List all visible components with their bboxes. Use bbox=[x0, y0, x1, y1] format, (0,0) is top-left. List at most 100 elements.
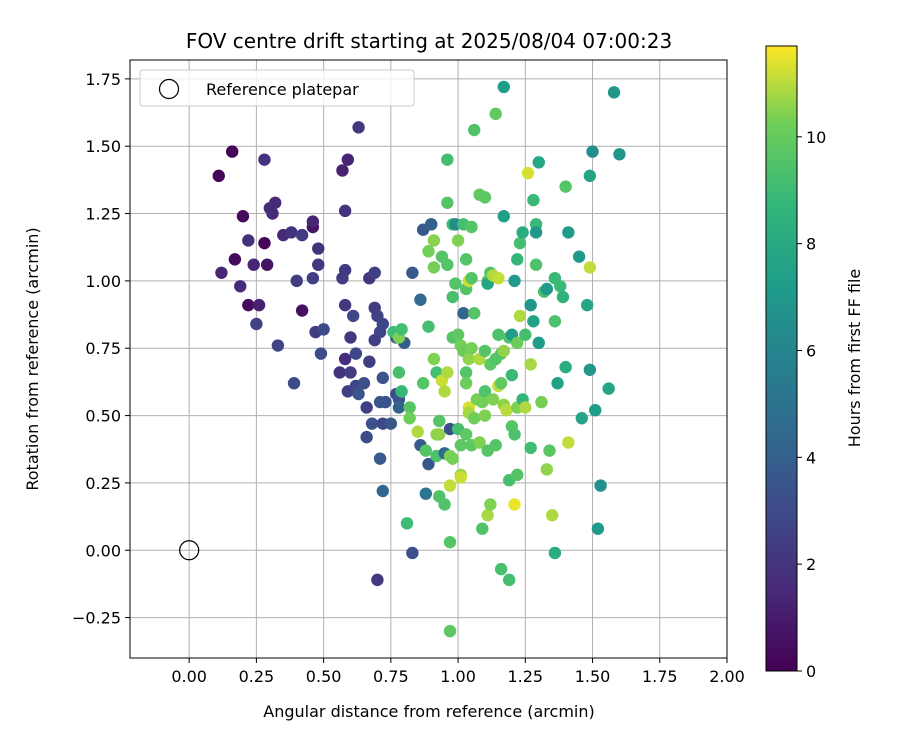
y-axis-label: Rotation from reference (arcmin) bbox=[23, 227, 42, 490]
data-point bbox=[468, 412, 481, 425]
y-axis-ticks: −0.25 0.00 0.25 0.50 0.75 1.00 1.25 1.50 1.75 bbox=[72, 70, 130, 628]
data-point bbox=[406, 546, 419, 560]
plot-frame bbox=[129, 59, 728, 659]
y-tick-label: 0.75 bbox=[85, 339, 121, 358]
x-tick-label: 2.00 bbox=[709, 667, 745, 686]
legend-box bbox=[139, 69, 415, 107]
data-point bbox=[376, 371, 389, 385]
data-point bbox=[543, 444, 556, 457]
data-point bbox=[476, 522, 489, 535]
data-point bbox=[519, 328, 532, 341]
data-point bbox=[252, 298, 266, 312]
data-point bbox=[269, 196, 282, 209]
data-point bbox=[462, 352, 476, 366]
colorbar-ticks: 0 2 4 6 8 10 bbox=[797, 128, 826, 681]
data-points bbox=[212, 80, 626, 638]
data-point bbox=[250, 317, 263, 331]
data-point bbox=[540, 463, 554, 476]
data-point bbox=[357, 377, 371, 390]
data-point bbox=[427, 234, 441, 247]
data-point bbox=[258, 153, 271, 166]
data-point bbox=[459, 253, 473, 266]
data-point bbox=[285, 226, 298, 239]
data-point bbox=[225, 145, 239, 158]
x-tick-label: 0.25 bbox=[239, 667, 275, 686]
data-point bbox=[511, 336, 524, 350]
data-point bbox=[500, 403, 513, 417]
x-tick-label: 1.75 bbox=[642, 667, 678, 686]
data-point bbox=[395, 323, 408, 336]
data-point bbox=[379, 395, 392, 409]
data-point bbox=[414, 293, 427, 306]
data-point bbox=[295, 304, 309, 317]
data-point bbox=[422, 245, 435, 258]
data-point bbox=[559, 360, 572, 374]
data-point bbox=[360, 401, 373, 414]
data-point bbox=[546, 509, 559, 522]
data-point bbox=[446, 452, 459, 465]
x-tick-label: 0.00 bbox=[171, 667, 207, 686]
data-point bbox=[575, 412, 588, 425]
data-point bbox=[583, 363, 597, 376]
data-point bbox=[449, 277, 462, 290]
data-point bbox=[403, 401, 416, 414]
data-point bbox=[376, 317, 389, 331]
data-point bbox=[551, 377, 564, 390]
data-point bbox=[497, 80, 510, 94]
y-tick-label: −0.25 bbox=[72, 609, 121, 628]
data-point bbox=[336, 164, 349, 177]
data-point bbox=[511, 253, 524, 266]
data-point bbox=[306, 215, 320, 228]
data-point bbox=[352, 121, 365, 134]
data-point bbox=[312, 258, 325, 271]
data-point bbox=[443, 479, 457, 492]
data-point bbox=[422, 457, 435, 471]
colorbar-tick-label: 10 bbox=[806, 128, 826, 147]
legend-reference-marker bbox=[158, 78, 180, 100]
data-point bbox=[554, 280, 567, 293]
data-point bbox=[441, 258, 454, 271]
data-point bbox=[478, 385, 492, 398]
data-point bbox=[586, 145, 599, 158]
data-point bbox=[365, 417, 379, 430]
data-point bbox=[349, 347, 363, 360]
data-point bbox=[556, 290, 570, 304]
x-tick-label: 0.75 bbox=[373, 667, 409, 686]
colorbar-tick-label: 8 bbox=[806, 235, 816, 254]
data-point bbox=[481, 509, 494, 522]
data-point bbox=[532, 156, 545, 169]
data-point bbox=[395, 385, 408, 398]
data-point bbox=[459, 366, 473, 379]
data-point bbox=[441, 196, 454, 209]
data-point bbox=[465, 220, 478, 234]
colorbar-tick-label: 4 bbox=[806, 448, 816, 467]
colorbar-tick-label: 2 bbox=[806, 555, 816, 574]
y-tick-label: 1.00 bbox=[85, 272, 121, 291]
data-point bbox=[215, 266, 228, 280]
data-point bbox=[338, 352, 352, 366]
data-point bbox=[508, 274, 521, 288]
data-point bbox=[438, 498, 451, 511]
data-point bbox=[478, 344, 492, 358]
data-point bbox=[519, 401, 532, 414]
data-point bbox=[548, 315, 562, 328]
data-point bbox=[287, 377, 301, 390]
data-point bbox=[532, 336, 545, 350]
data-point bbox=[457, 307, 470, 320]
data-point bbox=[438, 385, 451, 398]
data-point bbox=[260, 258, 274, 271]
data-point bbox=[489, 438, 502, 452]
data-point bbox=[454, 438, 467, 452]
data-point bbox=[465, 271, 478, 285]
data-point bbox=[492, 328, 505, 341]
data-point bbox=[242, 234, 255, 247]
data-point bbox=[562, 226, 575, 239]
data-point bbox=[373, 452, 387, 465]
data-point bbox=[424, 218, 438, 231]
data-point bbox=[459, 377, 473, 390]
data-point bbox=[594, 479, 607, 492]
data-point bbox=[505, 368, 519, 382]
data-point bbox=[486, 393, 500, 406]
data-point bbox=[497, 210, 510, 223]
data-point bbox=[459, 428, 473, 441]
